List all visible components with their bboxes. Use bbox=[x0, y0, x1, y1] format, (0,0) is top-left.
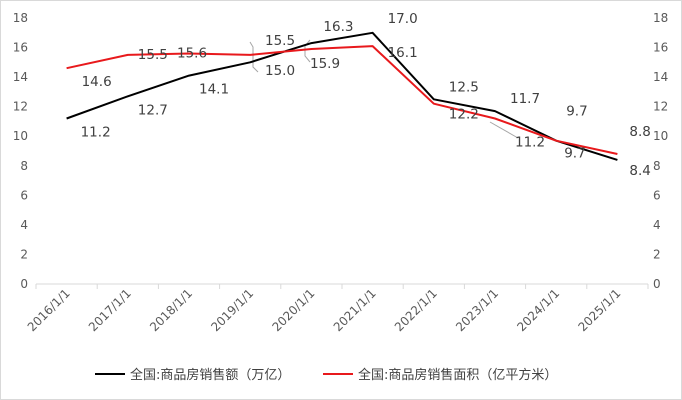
legend-label: 全国:商品房销售额（万亿） bbox=[130, 367, 290, 383]
x-tick-label: 2024/1/1 bbox=[514, 286, 562, 334]
right-y-tick-label: 16 bbox=[653, 41, 668, 55]
data-label-sales-amount: 11.2 bbox=[81, 124, 111, 140]
data-label-sales-amount: 16.3 bbox=[323, 19, 353, 35]
left-y-tick-label: 2 bbox=[20, 247, 28, 261]
left-y-tick-label: 18 bbox=[13, 11, 28, 25]
right-y-tick-label: 14 bbox=[653, 70, 668, 84]
right-y-tick-label: 6 bbox=[653, 188, 661, 202]
data-label-sales-area: 16.1 bbox=[388, 45, 418, 61]
right-y-tick-label: 4 bbox=[653, 218, 661, 232]
right-y-tick-label: 10 bbox=[653, 129, 668, 143]
data-label-sales-area: 15.6 bbox=[177, 45, 207, 61]
data-label-sales-area: 15.5 bbox=[138, 47, 168, 63]
x-tick-label: 2021/1/1 bbox=[331, 286, 379, 334]
data-label-sales-amount: 12.5 bbox=[449, 79, 479, 95]
right-y-tick-label: 18 bbox=[653, 11, 668, 25]
data-label-sales-amount: 11.7 bbox=[510, 91, 540, 107]
left-y-tick-label: 0 bbox=[20, 277, 28, 291]
right-y-tick-label: 12 bbox=[653, 100, 668, 114]
x-tick-label: 2025/1/1 bbox=[576, 286, 624, 334]
x-tick-label: 2016/1/1 bbox=[25, 286, 73, 334]
legend-label: 全国:商品房销售面积（亿平方米） bbox=[358, 367, 557, 383]
series-layer bbox=[66, 31, 618, 161]
data-labels: 11.2 12.7 14.1 15.0 16.3 17.0 12.5 11.7 9.7 8.4 14… bbox=[81, 11, 651, 179]
x-tick-label: 2023/1/1 bbox=[453, 286, 501, 334]
data-label-sales-area: 14.6 bbox=[82, 74, 112, 90]
left-y-tick-label: 4 bbox=[20, 218, 28, 232]
left-y-tick-label: 14 bbox=[13, 70, 28, 84]
data-label-sales-area: 11.2 bbox=[515, 134, 545, 150]
series-line-sales-area bbox=[66, 45, 618, 155]
x-tick-label: 2017/1/1 bbox=[86, 286, 134, 334]
data-label-sales-amount: 12.7 bbox=[138, 102, 168, 118]
data-label-sales-area: 9.7 bbox=[566, 104, 587, 120]
data-label-sales-amount: 9.7 bbox=[564, 146, 585, 162]
data-label-sales-amount: 15.0 bbox=[265, 63, 295, 79]
x-tick-label: 2022/1/1 bbox=[392, 286, 440, 334]
leader-line bbox=[249, 41, 259, 73]
x-tick-label: 2019/1/1 bbox=[208, 286, 256, 334]
left-y-tick-label: 8 bbox=[20, 159, 28, 173]
x-tick-label: 2020/1/1 bbox=[270, 286, 318, 334]
leader-line bbox=[489, 121, 519, 139]
data-label-sales-area: 8.8 bbox=[629, 124, 650, 140]
series-line-sales-amount bbox=[66, 31, 618, 161]
legend-item-sales-area[interactable]: 全国:商品房销售面积（亿平方米） bbox=[323, 367, 557, 383]
left-y-tick-label: 6 bbox=[20, 188, 28, 202]
leader-line bbox=[304, 39, 311, 63]
leader-lines bbox=[249, 39, 519, 139]
data-label-sales-area: 15.9 bbox=[310, 56, 340, 72]
legend: 全国:商品房销售额（万亿） 全国:商品房销售面积（亿平方米） bbox=[95, 367, 557, 383]
legend-item-sales-amount[interactable]: 全国:商品房销售额（万亿） bbox=[95, 367, 290, 383]
data-label-sales-amount: 17.0 bbox=[388, 11, 418, 27]
x-tick-label: 2018/1/1 bbox=[147, 286, 195, 334]
data-label-sales-area: 12.2 bbox=[449, 107, 479, 123]
right-y-tick-label: 8 bbox=[653, 159, 661, 173]
data-label-sales-area: 15.5 bbox=[265, 33, 295, 49]
left-y-tick-label: 10 bbox=[13, 129, 28, 143]
data-label-sales-amount: 8.4 bbox=[629, 163, 650, 179]
left-y-tick-label: 16 bbox=[13, 41, 28, 55]
left-y-tick-label: 12 bbox=[13, 100, 28, 114]
data-label-sales-amount: 14.1 bbox=[199, 82, 229, 98]
right-y-tick-label: 2 bbox=[653, 247, 661, 261]
right-y-tick-label: 0 bbox=[653, 277, 661, 291]
